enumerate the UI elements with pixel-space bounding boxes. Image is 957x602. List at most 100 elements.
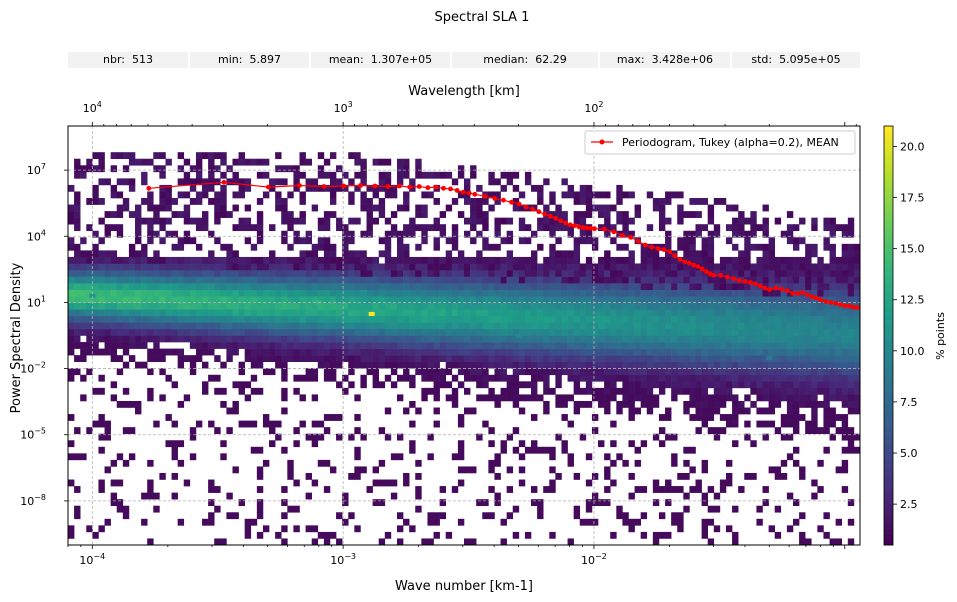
heatmap-cell: [841, 466, 849, 474]
heatmap-cell: [537, 342, 544, 349]
heatmap-cell: [482, 499, 489, 507]
heatmap-cell: [128, 276, 136, 284]
heatmap-cell: [269, 427, 276, 435]
heatmap-cell: [116, 296, 124, 304]
heatmap-cell: [604, 374, 611, 382]
heatmap-cell: [329, 250, 337, 258]
heatmap-cell: [195, 315, 203, 323]
heatmap-cell: [329, 361, 337, 369]
heatmap-cell: [427, 342, 434, 349]
heatmap-cell: [634, 459, 641, 467]
heatmap-cell: [323, 217, 331, 225]
series-point: [779, 286, 784, 292]
heatmap-cell: [555, 342, 562, 349]
heatmap-cell: [336, 276, 343, 284]
heatmap-cell: [719, 270, 727, 277]
heatmap-cell: [707, 400, 715, 408]
heatmap-cell: [841, 420, 849, 428]
heatmap-cell: [701, 531, 708, 539]
heatmap-cell: [208, 302, 215, 310]
heatmap-cell: [464, 355, 471, 362]
heatmap-cell: [378, 499, 386, 507]
heatmap-cell: [403, 302, 410, 310]
heatmap-cell: [147, 479, 154, 487]
heatmap-cell: [628, 263, 635, 271]
heatmap-cell: [202, 178, 209, 186]
heatmap-cell: [567, 374, 574, 382]
heatmap-cell: [116, 355, 124, 362]
heatmap-cell: [427, 276, 434, 284]
colorbar-swatch: [884, 393, 893, 399]
heatmap-cell: [293, 178, 300, 186]
heatmap-cell: [695, 211, 702, 218]
heatmap-cell: [707, 250, 715, 258]
heatmap-cell: [805, 400, 812, 408]
heatmap-cell: [366, 283, 373, 290]
heatmap-cell: [360, 165, 367, 173]
heatmap-cell: [713, 361, 721, 369]
heatmap-cell: [537, 505, 544, 513]
heatmap-cell: [683, 237, 690, 245]
heatmap-cell: [86, 315, 93, 323]
heatmap-cell: [451, 224, 459, 232]
heatmap-cell: [732, 309, 739, 317]
heatmap-cell: [518, 335, 526, 343]
heatmap-cell: [829, 315, 836, 323]
heatmap-cell: [579, 191, 587, 199]
heatmap-cell: [68, 348, 75, 356]
heatmap-cell: [847, 342, 855, 349]
heatmap-cell: [531, 342, 538, 349]
heatmap-cell: [604, 296, 611, 304]
heatmap-cell: [195, 342, 203, 349]
heatmap-cell: [122, 263, 130, 271]
heatmap-cell: [640, 315, 648, 323]
heatmap-cell: [403, 355, 410, 362]
heatmap-cell: [427, 328, 434, 336]
heatmap-cell: [360, 178, 367, 186]
heatmap-cell: [665, 486, 672, 493]
heatmap-cell: [561, 361, 568, 369]
heatmap-cell: [427, 453, 434, 461]
heatmap-cell: [604, 453, 611, 461]
heatmap-cell: [220, 243, 227, 251]
heatmap-cell: [74, 315, 81, 323]
heatmap-cell: [677, 322, 684, 330]
heatmap-cell: [177, 152, 185, 160]
heatmap-cell: [368, 311, 375, 316]
heatmap-cell: [695, 296, 702, 304]
heatmap-cell: [665, 335, 672, 343]
heatmap-cell: [628, 230, 635, 238]
heatmap-cell: [811, 400, 818, 408]
heatmap-cell: [165, 230, 172, 238]
heatmap-cell: [250, 270, 258, 277]
series-point: [682, 259, 688, 265]
heatmap-cell: [275, 204, 282, 212]
heatmap-cell: [488, 394, 495, 402]
heatmap-cell: [616, 270, 623, 277]
heatmap-cell: [585, 368, 593, 376]
heatmap-cell: [628, 348, 635, 356]
heatmap-cell: [275, 296, 282, 304]
heatmap-cell: [98, 250, 105, 258]
heatmap-cell: [531, 414, 538, 421]
heatmap-cell: [549, 348, 556, 356]
heatmap-cell: [287, 309, 294, 317]
heatmap-cell: [287, 505, 294, 513]
heatmap-cell: [372, 276, 380, 284]
heatmap-cell: [262, 525, 270, 533]
heatmap-cell: [275, 361, 282, 369]
heatmap-cell: [768, 250, 776, 258]
heatmap-cell: [220, 296, 227, 304]
heatmap-cell: [628, 315, 635, 323]
heatmap-cell: [506, 256, 514, 264]
heatmap-cell: [214, 322, 221, 330]
heatmap-cell: [555, 472, 562, 480]
heatmap-cell: [415, 211, 422, 218]
heatmap-cell: [92, 309, 99, 317]
heatmap-cell: [281, 211, 288, 218]
heatmap-cell: [604, 394, 611, 402]
heatmap-cell: [147, 328, 154, 336]
heatmap-cell: [640, 531, 648, 539]
heatmap-cell: [390, 479, 398, 487]
heatmap-cell: [500, 309, 507, 317]
